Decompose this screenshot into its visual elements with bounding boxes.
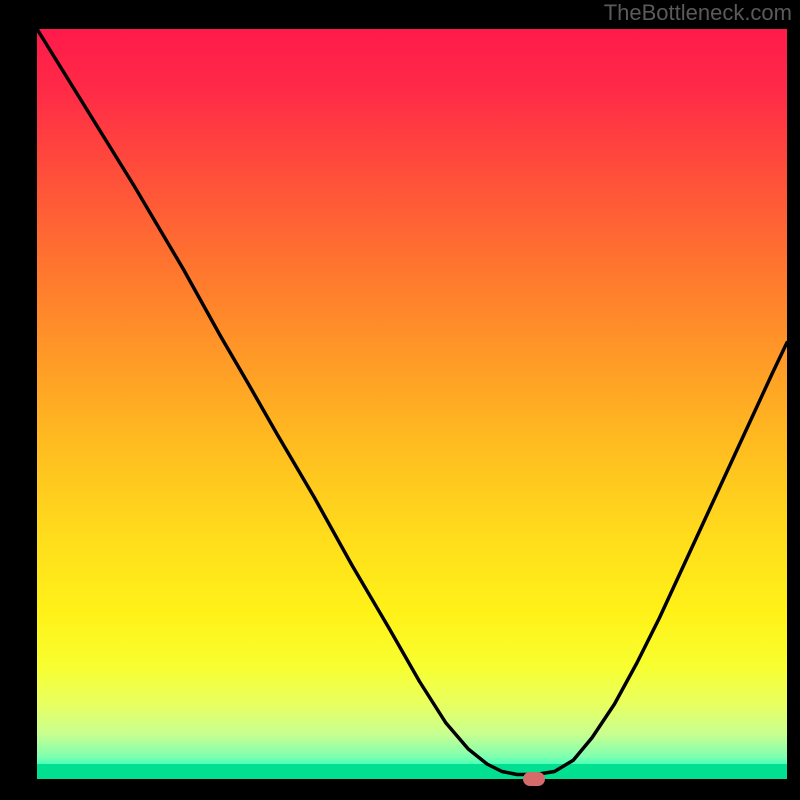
chart-frame: TheBottleneck.com [0, 0, 800, 800]
plot-area [34, 26, 790, 782]
optimal-point-marker [523, 772, 545, 786]
attribution-text: TheBottleneck.com [604, 0, 792, 26]
bottom-green-band [37, 764, 787, 779]
gradient-background [37, 29, 787, 779]
